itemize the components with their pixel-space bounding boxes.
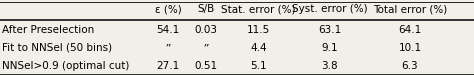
Text: NNSel>0.9 (optimal cut): NNSel>0.9 (optimal cut): [2, 61, 130, 71]
Text: 0.51: 0.51: [195, 61, 218, 71]
Text: S/B: S/B: [198, 4, 215, 14]
Text: 5.1: 5.1: [250, 61, 267, 71]
Text: ’’: ’’: [203, 43, 210, 53]
Text: 27.1: 27.1: [156, 61, 180, 71]
Text: ε (%): ε (%): [155, 4, 182, 14]
Text: Total error (%): Total error (%): [373, 4, 447, 14]
Text: 4.4: 4.4: [250, 43, 267, 53]
Text: Syst. error (%): Syst. error (%): [292, 4, 367, 14]
Text: After Preselection: After Preselection: [2, 25, 95, 35]
Text: Stat. error (%): Stat. error (%): [221, 4, 296, 14]
Text: Fit to NNSel (50 bins): Fit to NNSel (50 bins): [2, 43, 112, 53]
Text: 63.1: 63.1: [318, 25, 341, 35]
Text: 9.1: 9.1: [321, 43, 338, 53]
Text: 64.1: 64.1: [398, 25, 422, 35]
Text: 10.1: 10.1: [399, 43, 421, 53]
Text: 6.3: 6.3: [401, 61, 419, 71]
Text: 3.8: 3.8: [321, 61, 338, 71]
Text: ’’: ’’: [165, 43, 172, 53]
Text: 11.5: 11.5: [246, 25, 270, 35]
Text: 54.1: 54.1: [156, 25, 180, 35]
Text: 0.03: 0.03: [195, 25, 218, 35]
